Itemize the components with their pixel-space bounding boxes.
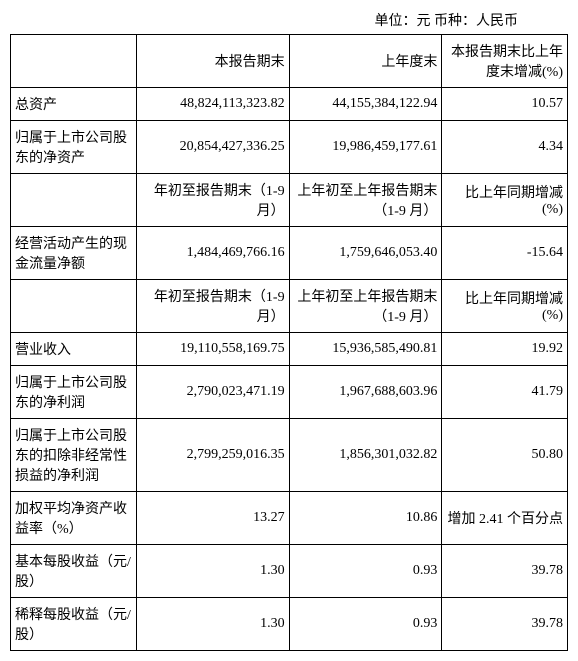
row-label: 基本每股收益（元/股） [11, 545, 137, 598]
row-val2: 10.86 [289, 492, 442, 545]
row-val1: 1.30 [136, 545, 289, 598]
table-row: 经营活动产生的现金流量净额 1,484,469,766.16 1,759,646… [11, 227, 568, 280]
row-val1: 2,790,023,471.19 [136, 366, 289, 419]
row-label: 归属于上市公司股东的净资产 [11, 121, 137, 174]
header-col3: 本报告期末比上年度末增减(%) [442, 35, 568, 88]
table-row: 营业收入 19,110,558,169.75 15,936,585,490.81… [11, 333, 568, 366]
row-label: 归属于上市公司股东的净利润 [11, 366, 137, 419]
row-val2: 0.93 [289, 545, 442, 598]
row-change: 50.80 [442, 419, 568, 492]
table-row: 总资产 48,824,113,323.82 44,155,384,122.94 … [11, 88, 568, 121]
row-val1: 20,854,427,336.25 [136, 121, 289, 174]
row-val2: 19,986,459,177.61 [289, 121, 442, 174]
row-change: 增加 2.41 个百分点 [442, 492, 568, 545]
header-row: 本报告期末 上年度末 本报告期末比上年度末增减(%) [11, 35, 568, 88]
row-val2: 0.93 [289, 598, 442, 651]
row-val2: 44,155,384,122.94 [289, 88, 442, 121]
financial-table: 本报告期末 上年度末 本报告期末比上年度末增减(%) 总资产 48,824,11… [10, 34, 568, 651]
subheader-row: 年初至报告期末（1-9 月） 上年初至上年报告期末（1-9 月） 比上年同期增减… [11, 174, 568, 227]
row-label: 稀释每股收益（元/股） [11, 598, 137, 651]
unit-line: 单位：元 币种：人民币 [10, 10, 568, 30]
subheader-blank [11, 280, 137, 333]
subheader-row: 年初至报告期末（1-9 月） 上年初至上年报告期末（1-9 月） 比上年同期增减… [11, 280, 568, 333]
table-row: 归属于上市公司股东的扣除非经常性损益的净利润 2,799,259,016.35 … [11, 419, 568, 492]
row-label: 营业收入 [11, 333, 137, 366]
table-row: 归属于上市公司股东的净利润 2,790,023,471.19 1,967,688… [11, 366, 568, 419]
table-row: 归属于上市公司股东的净资产 20,854,427,336.25 19,986,4… [11, 121, 568, 174]
row-label: 总资产 [11, 88, 137, 121]
row-val1: 48,824,113,323.82 [136, 88, 289, 121]
subheader-col3: 比上年同期增减(%) [442, 280, 568, 333]
subheader-col1: 年初至报告期末（1-9 月） [136, 174, 289, 227]
row-val1: 19,110,558,169.75 [136, 333, 289, 366]
table-row: 稀释每股收益（元/股） 1.30 0.93 39.78 [11, 598, 568, 651]
header-blank [11, 35, 137, 88]
row-val2: 1,856,301,032.82 [289, 419, 442, 492]
row-val2: 1,967,688,603.96 [289, 366, 442, 419]
header-col2: 上年度末 [289, 35, 442, 88]
table-row: 加权平均净资产收益率（%） 13.27 10.86 增加 2.41 个百分点 [11, 492, 568, 545]
row-change: 39.78 [442, 545, 568, 598]
subheader-blank [11, 174, 137, 227]
table-row: 基本每股收益（元/股） 1.30 0.93 39.78 [11, 545, 568, 598]
subheader-col2: 上年初至上年报告期末（1-9 月） [289, 280, 442, 333]
row-change: 41.79 [442, 366, 568, 419]
row-change: -15.64 [442, 227, 568, 280]
row-val2: 1,759,646,053.40 [289, 227, 442, 280]
subheader-col1: 年初至报告期末（1-9 月） [136, 280, 289, 333]
row-label: 经营活动产生的现金流量净额 [11, 227, 137, 280]
row-val1: 1,484,469,766.16 [136, 227, 289, 280]
row-val1: 13.27 [136, 492, 289, 545]
row-change: 19.92 [442, 333, 568, 366]
row-label: 加权平均净资产收益率（%） [11, 492, 137, 545]
row-change: 39.78 [442, 598, 568, 651]
row-label: 归属于上市公司股东的扣除非经常性损益的净利润 [11, 419, 137, 492]
subheader-col3: 比上年同期增减(%) [442, 174, 568, 227]
row-val1: 1.30 [136, 598, 289, 651]
row-change: 10.57 [442, 88, 568, 121]
row-val2: 15,936,585,490.81 [289, 333, 442, 366]
row-val1: 2,799,259,016.35 [136, 419, 289, 492]
header-col1: 本报告期末 [136, 35, 289, 88]
row-change: 4.34 [442, 121, 568, 174]
subheader-col2: 上年初至上年报告期末（1-9 月） [289, 174, 442, 227]
